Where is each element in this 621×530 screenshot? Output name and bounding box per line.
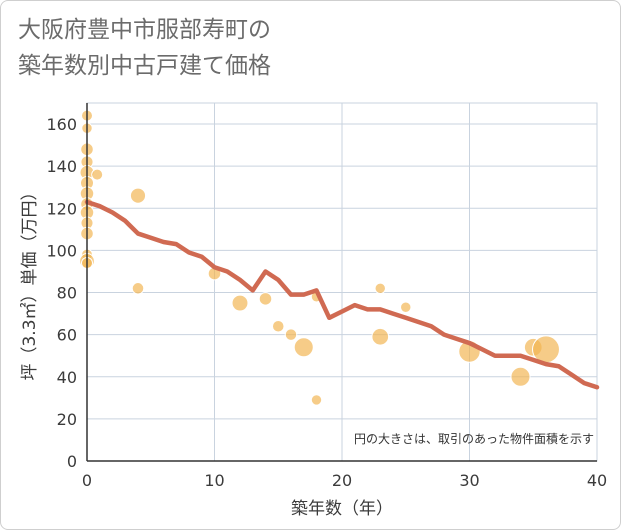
bubble-point (91, 168, 104, 181)
axes (86, 103, 597, 462)
bubble-point (371, 327, 390, 346)
y-tick-label: 100 (46, 241, 77, 260)
bubble-point (231, 294, 249, 312)
x-tick-label: 40 (587, 471, 607, 490)
y-tick-label: 140 (46, 157, 77, 176)
x-tick-label: 0 (82, 471, 92, 490)
bubble-point (374, 282, 386, 295)
bubble-point (310, 394, 323, 406)
y-tick-label: 160 (46, 115, 77, 134)
bubble-point (293, 337, 314, 358)
chart-title-line-2: 築年数別中古戸建て価格 (18, 53, 271, 79)
size-legend-note: 円の大きさは、取引のあった物件面積を示す (354, 431, 594, 446)
bubble-point (510, 366, 531, 387)
x-tick-label: 30 (459, 471, 479, 490)
bubble-point (284, 328, 298, 341)
y-tick-label: 40 (57, 368, 77, 387)
bubble-point (131, 282, 145, 295)
chart-title-line-1: 大阪府豊中市服部寿町の (18, 17, 271, 43)
trend-line-series (84, 199, 600, 390)
bubble-point (271, 319, 285, 333)
bubble-point (258, 292, 273, 306)
y-axis-label: 坪（3.3㎡）単価（万円） (20, 183, 40, 380)
x-tick-label: 20 (332, 471, 352, 490)
y-tick-label: 120 (46, 199, 77, 218)
x-axis-label: 築年数（年） (291, 499, 393, 519)
x-tick-label: 10 (204, 471, 224, 490)
tick-labels: 0 10 20 30 40 0 20 40 60 80 100 120 140 160 (46, 115, 607, 490)
y-tick-label: 80 (57, 284, 77, 303)
bubble-point (400, 301, 412, 313)
trend-line (84, 199, 600, 390)
y-tick-label: 20 (57, 410, 77, 429)
chart-title: 大阪府豊中市服部寿町の 築年数別中古戸建て価格 (18, 12, 271, 84)
bubble-point (129, 187, 147, 204)
y-tick-label: 60 (57, 326, 77, 345)
y-tick-label: 0 (67, 452, 77, 471)
